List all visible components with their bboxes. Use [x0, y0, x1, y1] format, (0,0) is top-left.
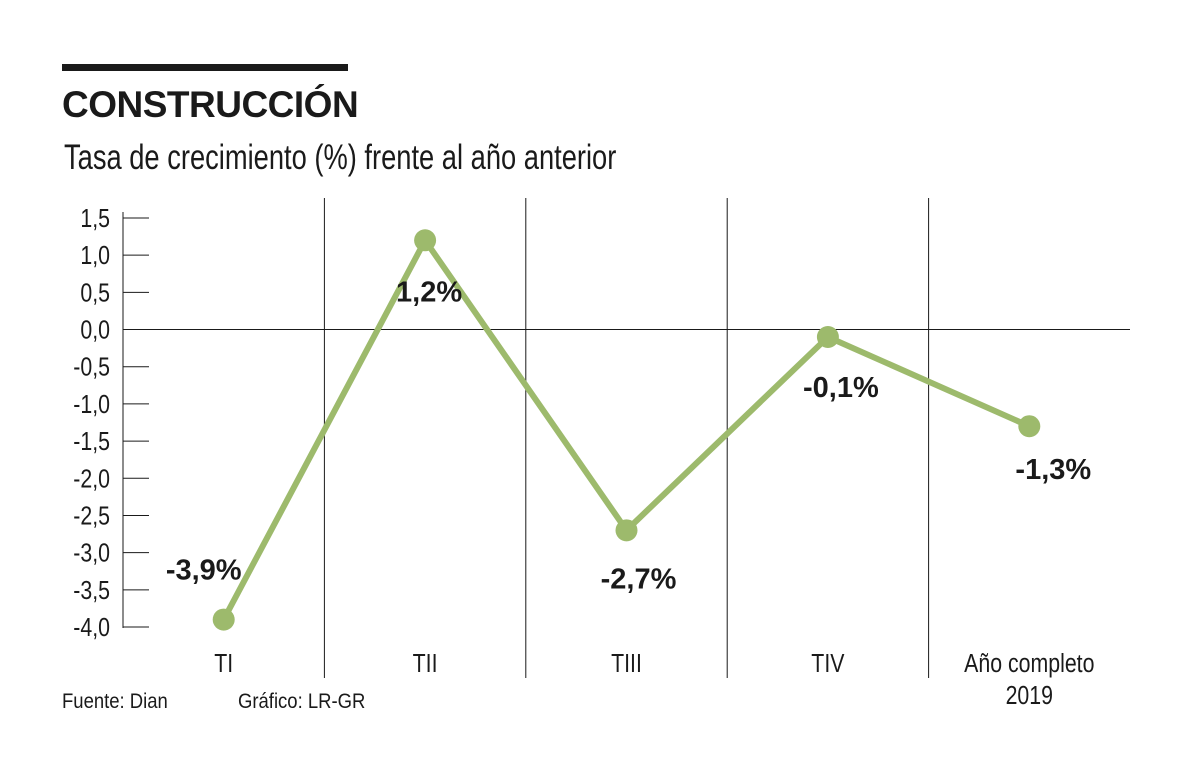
source-note: Fuente: Dian: [62, 690, 168, 713]
y-tick-label: -1,0: [73, 390, 110, 420]
x-category-label: 2019: [1006, 681, 1053, 711]
y-tick-label: -2,0: [73, 464, 110, 494]
x-category-label: TIII: [611, 649, 642, 679]
y-tick-label: 1,0: [80, 241, 110, 271]
data-point: [816, 325, 839, 348]
data-point: [1018, 415, 1041, 438]
y-tick-label: 0,0: [80, 316, 110, 346]
data-label: -1,3%: [1015, 454, 1091, 486]
y-tick-label: -4,0: [73, 613, 110, 643]
x-category-label: TII: [413, 649, 438, 679]
y-tick-label: 1,5: [80, 204, 110, 234]
data-point: [615, 519, 638, 542]
x-category-label: Año completo: [964, 649, 1094, 679]
data-point: [414, 229, 437, 252]
y-tick-label: -3,5: [73, 576, 110, 606]
x-category-label: TI: [214, 649, 233, 679]
y-tick-label: -1,5: [73, 427, 110, 457]
data-label: -3,9%: [166, 555, 242, 587]
chart-subtitle: Tasa de crecimiento (%) frente al año an…: [64, 138, 617, 177]
data-point: [212, 608, 235, 631]
credit-note: Gráfico: LR-GR: [238, 690, 366, 713]
data-label: -0,1%: [803, 372, 879, 404]
y-tick-label: -2,5: [73, 501, 110, 531]
data-label: 1,2%: [396, 276, 462, 308]
chart-title: CONSTRUCCIÓN: [62, 84, 359, 125]
y-tick-label: -0,5: [73, 353, 110, 383]
x-category-label: TIV: [811, 649, 844, 679]
y-tick-label: 0,5: [80, 278, 110, 308]
data-label: -2,7%: [601, 563, 677, 595]
title-rule: [62, 64, 348, 71]
y-tick-label: -3,0: [73, 539, 110, 569]
